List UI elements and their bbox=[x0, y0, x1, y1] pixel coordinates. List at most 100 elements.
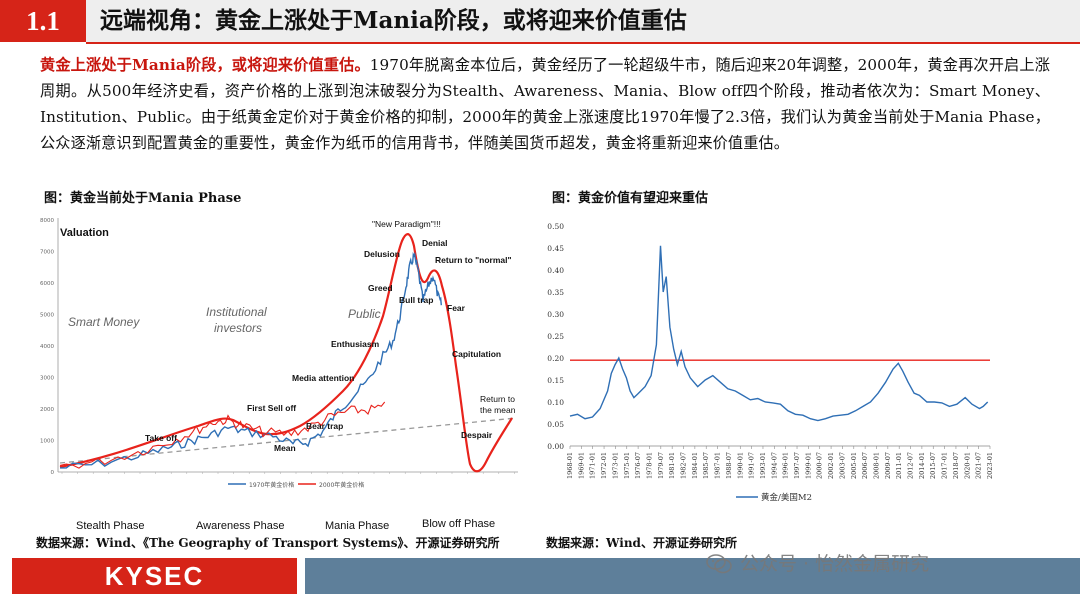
right-x-tick-label: 2009-07 bbox=[884, 452, 892, 479]
right-x-tick-label: 1985-07 bbox=[702, 452, 710, 479]
left-figure-chart: 0 1000 2000 3000 4000 5000 6000 7000 8000 Valuat… bbox=[38, 206, 522, 498]
right-x-tick-label: 2014-01 bbox=[918, 452, 926, 479]
right-y-tick-label: 0.50 bbox=[547, 222, 564, 231]
legend-1970-label: 1970年黄金价格 bbox=[249, 481, 294, 489]
right-x-tick-label: 2003-07 bbox=[838, 452, 846, 479]
series-2000-noisy-line bbox=[59, 401, 386, 469]
right-x-tick-label: 2012-07 bbox=[907, 452, 915, 479]
right-x-tick-label: 1996-01 bbox=[782, 452, 790, 479]
left-y-ticks: 0 1000 2000 3000 4000 5000 6000 7000 8000 bbox=[40, 218, 55, 476]
header-divider bbox=[86, 42, 1080, 44]
annotation-label: Enthusiasm bbox=[331, 339, 380, 349]
right-x-tick-label: 1979-07 bbox=[657, 452, 665, 479]
right-x-tick-label: 1975-01 bbox=[623, 452, 631, 479]
right-y-tick-label: 0.10 bbox=[547, 398, 564, 407]
right-x-tick-label: 2018-07 bbox=[952, 452, 960, 479]
series-1970-line bbox=[60, 251, 442, 469]
header-bar bbox=[86, 0, 1080, 42]
right-x-tick-label: 1991-07 bbox=[748, 452, 756, 479]
right-y-tick-label: 0.25 bbox=[547, 332, 564, 341]
right-x-tick-label: 2020-01 bbox=[963, 452, 971, 479]
right-x-tick-label: 1982-07 bbox=[680, 452, 688, 479]
right-y-tick-label: 0.40 bbox=[547, 266, 564, 275]
left-y-tick-label: 1000 bbox=[40, 439, 54, 445]
right-x-tick-label: 1978-01 bbox=[645, 452, 653, 479]
annotation-label: Bear trap bbox=[306, 421, 343, 431]
right-figure-title: 图：黄金价值有望迎来重估 bbox=[552, 191, 709, 206]
series-2000-line bbox=[59, 233, 513, 473]
phase-area-smart-money: Smart Money bbox=[68, 315, 140, 329]
annotation-label: Despair bbox=[461, 430, 493, 440]
phase-area-public: Public bbox=[348, 307, 381, 321]
summary-highlight: 黄金上涨处于Mania阶段，或将迎来价值重估。 bbox=[40, 56, 370, 74]
right-x-tick-label: 2002-01 bbox=[827, 452, 835, 479]
section-header: 1.1 远端视角：黄金上涨处于Mania阶段，或将迎来价值重估 bbox=[0, 0, 1080, 44]
phase-area-institutional-line2: investors bbox=[214, 321, 262, 335]
right-x-tick-label: 1990-01 bbox=[736, 452, 744, 479]
right-x-tick-label: 1981-01 bbox=[668, 452, 676, 479]
left-y-tick-label: 4000 bbox=[40, 344, 54, 350]
right-x-tick-label: 1973-01 bbox=[611, 452, 619, 479]
right-x-tick-label: 2021-07 bbox=[975, 452, 983, 479]
right-figure-chart: 0.00 0.05 0.10 0.15 0.20 0.25 0.30 0.35 0.40 0.45… bbox=[538, 208, 1000, 526]
right-x-tick-label: 1988-07 bbox=[725, 452, 733, 479]
left-x-ticks bbox=[61, 472, 515, 474]
right-x-tick-label: 2005-01 bbox=[850, 452, 858, 479]
left-figure-title: 图：黄金当前处于Mania Phase bbox=[44, 191, 242, 206]
right-x-tick-label: 2011-01 bbox=[895, 452, 903, 479]
phase-area-institutional: Institutional investors bbox=[206, 305, 267, 335]
phase-mania: Mania Phase bbox=[325, 520, 390, 532]
annotation-label: First Sell off bbox=[247, 403, 296, 413]
right-x-tick-label: 1993-01 bbox=[759, 452, 767, 479]
annotation-label: Bull trap bbox=[399, 295, 433, 305]
right-y-tick-label: 0.05 bbox=[547, 420, 564, 429]
left-y-tick-label: 8000 bbox=[40, 218, 54, 224]
right-y-tick-label: 0.35 bbox=[547, 288, 564, 297]
legend-label-gold-m2: 黄金/美国M2 bbox=[761, 492, 812, 503]
kysec-logo: KYSEC bbox=[12, 558, 297, 594]
right-figure-source: 数据来源：Wind、开源证券研究所 bbox=[546, 536, 737, 550]
right-x-tick-label: 1972-01 bbox=[600, 452, 608, 479]
right-x-tick-label: 1997-07 bbox=[793, 452, 801, 479]
annotation-label: Denial bbox=[422, 238, 448, 248]
summary-body: 1970年脱离金本位后，黄金经历了一轮超级牛市，随后迎来20年调整，2000年，… bbox=[40, 56, 1050, 152]
right-x-tick-label: 2015-07 bbox=[929, 452, 937, 479]
left-figure-source: 数据来源：Wind、《The Geography of Transport Sy… bbox=[36, 536, 500, 550]
right-y-tick-label: 0.30 bbox=[547, 310, 564, 319]
section-title: 远端视角：黄金上涨处于Mania阶段，或将迎来价值重估 bbox=[100, 7, 687, 34]
wechat-icon bbox=[706, 554, 732, 574]
left-chart-title: Valuation bbox=[60, 227, 109, 239]
right-x-tick-label: 1968-01 bbox=[566, 452, 574, 479]
right-x-tick-label: 1971-01 bbox=[589, 452, 597, 479]
right-x-tick-label: 1976-07 bbox=[634, 452, 642, 479]
right-x-tick-label: 2017-01 bbox=[941, 452, 949, 479]
annotation-label: the mean bbox=[480, 405, 516, 415]
right-x-tick-label: 1994-07 bbox=[770, 452, 778, 479]
right-x-ticks: 1968-01 1969-01 1971-01 1972-01 1973-01 1975-… bbox=[566, 446, 994, 479]
phase-blowoff: Blow off Phase bbox=[422, 518, 496, 530]
annotation-label: Fear bbox=[447, 303, 466, 313]
annotation-label: Return to bbox=[480, 394, 515, 404]
annotation-label: Greed bbox=[368, 283, 393, 293]
left-y-tick-label: 6000 bbox=[40, 281, 54, 287]
annotation-label: Return to "normal" bbox=[435, 255, 512, 265]
bubble-phase-chart: 0 1000 2000 3000 4000 5000 6000 7000 8000 Valuat… bbox=[40, 218, 518, 489]
series-gold-m2-line bbox=[569, 245, 989, 422]
left-y-tick-label: 2000 bbox=[40, 407, 54, 413]
gold-m2-ratio-chart: 0.00 0.05 0.10 0.15 0.20 0.25 0.30 0.35 0.40 0.45… bbox=[547, 222, 994, 503]
right-x-tick-label: 2006-07 bbox=[861, 452, 869, 479]
right-x-tick-label: 2000-07 bbox=[816, 452, 824, 479]
right-y-tick-label: 0.20 bbox=[547, 354, 564, 363]
right-y-ticks: 0.00 0.05 0.10 0.15 0.20 0.25 0.30 0.35 0.40 0.45… bbox=[547, 222, 990, 451]
legend-2000-label: 2000年黄金价格 bbox=[319, 481, 364, 489]
annotation-label: Take off bbox=[145, 433, 177, 443]
footer-bar bbox=[305, 558, 1080, 594]
right-y-tick-label: 0.15 bbox=[547, 376, 564, 385]
annotation-label: Delusion bbox=[364, 249, 400, 259]
annotation-label: "New Paradigm"!!! bbox=[372, 219, 441, 229]
phase-stealth: Stealth Phase bbox=[76, 520, 145, 532]
right-y-tick-label: 0.45 bbox=[547, 244, 564, 253]
right-x-tick-label: 1999-01 bbox=[804, 452, 812, 479]
right-x-tick-label: 2008-01 bbox=[872, 452, 880, 479]
right-y-tick-label: 0.00 bbox=[547, 442, 564, 451]
